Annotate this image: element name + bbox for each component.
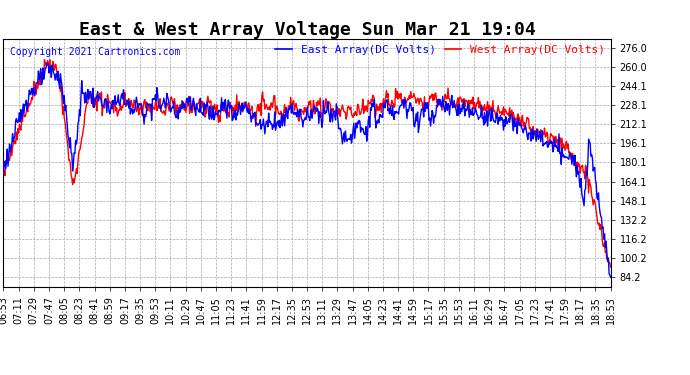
Text: Copyright 2021 Cartronics.com: Copyright 2021 Cartronics.com: [10, 47, 180, 57]
Title: East & West Array Voltage Sun Mar 21 19:04: East & West Array Voltage Sun Mar 21 19:…: [79, 21, 535, 39]
Legend: East Array(DC Volts), West Array(DC Volts): East Array(DC Volts), West Array(DC Volt…: [275, 45, 605, 55]
